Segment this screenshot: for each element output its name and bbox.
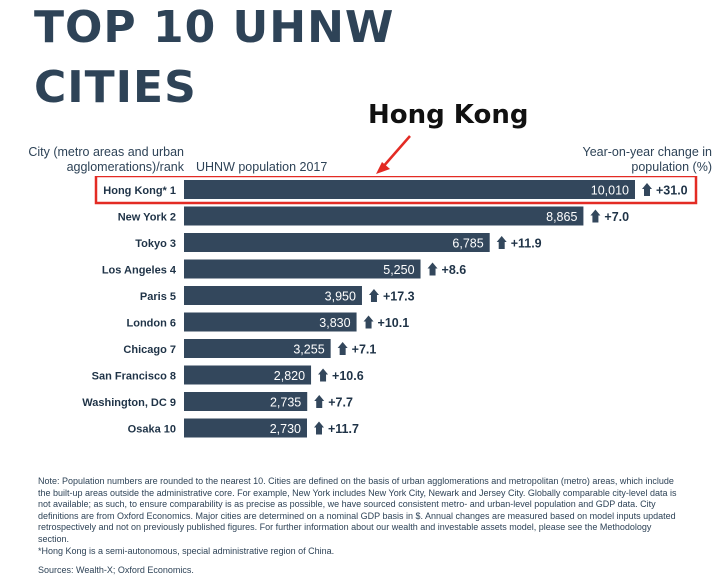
change-up-arrow-icon: [368, 289, 379, 302]
bar-value-label: 3,830: [319, 316, 350, 330]
change-up-arrow-icon: [318, 368, 329, 382]
category-label: Osaka 10: [128, 424, 176, 436]
bar-value-label: 3,950: [325, 290, 356, 304]
bar-value-label: 8,865: [546, 210, 577, 224]
bar-value-label: 5,250: [383, 263, 414, 277]
uhnw-bar-chart: Hong Kong* 1 10,010 +31.0 New York 2 8,865 +7…: [82, 176, 698, 438]
bar: [184, 365, 312, 385]
change-up-arrow-icon: [496, 236, 507, 249]
bar: [184, 206, 584, 226]
category-label: Washington, DC 9: [82, 397, 176, 409]
bar: [184, 339, 331, 358]
bar: [184, 418, 307, 438]
bar: [184, 180, 635, 199]
callout-label: Hong Kong: [368, 100, 529, 130]
change-label: +11.7: [328, 422, 359, 436]
callout-arrow-icon: [376, 135, 411, 174]
change-label: +7.1: [352, 343, 377, 357]
header-city: City (metro areas and urban agglomeratio…: [28, 145, 184, 174]
bar: [184, 259, 421, 279]
change-up-arrow-icon: [314, 395, 325, 408]
category-label: New York 2: [118, 212, 176, 224]
bar-value-label: 2,735: [270, 396, 301, 410]
page-title-line-1: TOP 10 UHNW: [34, 2, 395, 53]
bar: [184, 392, 308, 411]
category-label: Chicago 7: [123, 344, 176, 356]
change-label: +31.0: [656, 184, 688, 198]
page-title-line-2: CITIES: [34, 62, 197, 113]
category-label: Tokyo 3: [135, 238, 176, 250]
bar: [184, 286, 362, 305]
change-up-arrow-icon: [590, 209, 601, 223]
change-label: +8.6: [442, 263, 467, 277]
change-label: +10.1: [378, 316, 410, 330]
header-population: UHNW population 2017: [196, 160, 328, 174]
bar-value-label: 2,820: [274, 369, 305, 383]
hong-kong-footnote: *Hong Kong is a semi-autonomous, special…: [38, 546, 335, 556]
bar: [184, 312, 357, 332]
category-label: Hong Kong* 1: [103, 185, 176, 197]
change-up-arrow-icon: [337, 342, 348, 355]
header-change: Year-on-year change in population (%): [582, 145, 713, 174]
category-label: Paris 5: [140, 291, 176, 303]
change-up-arrow-icon: [427, 262, 438, 276]
bar-value-label: 10,010: [591, 184, 629, 198]
change-label: +7.7: [328, 396, 353, 410]
category-label: San Francisco 8: [92, 371, 176, 383]
bar-value-label: 2,730: [270, 422, 301, 436]
change-label: +7.0: [604, 210, 629, 224]
bar: [184, 233, 490, 252]
methodology-note: Note: Population numbers are rounded to …: [38, 476, 677, 544]
sources-note: Sources: Wealth-X; Oxford Economics.: [38, 565, 194, 575]
category-label: London 6: [127, 318, 177, 330]
change-up-arrow-icon: [642, 183, 652, 196]
bar-value-label: 3,255: [293, 343, 324, 357]
change-label: +11.9: [511, 237, 542, 251]
change-up-arrow-icon: [363, 315, 374, 329]
highlight-box: [94, 176, 698, 205]
bar-value-label: 6,785: [452, 237, 483, 251]
change-label: +10.6: [332, 369, 364, 383]
change-up-arrow-icon: [314, 421, 324, 435]
category-label: Los Angeles 4: [102, 265, 177, 277]
change-label: +17.3: [383, 290, 415, 304]
